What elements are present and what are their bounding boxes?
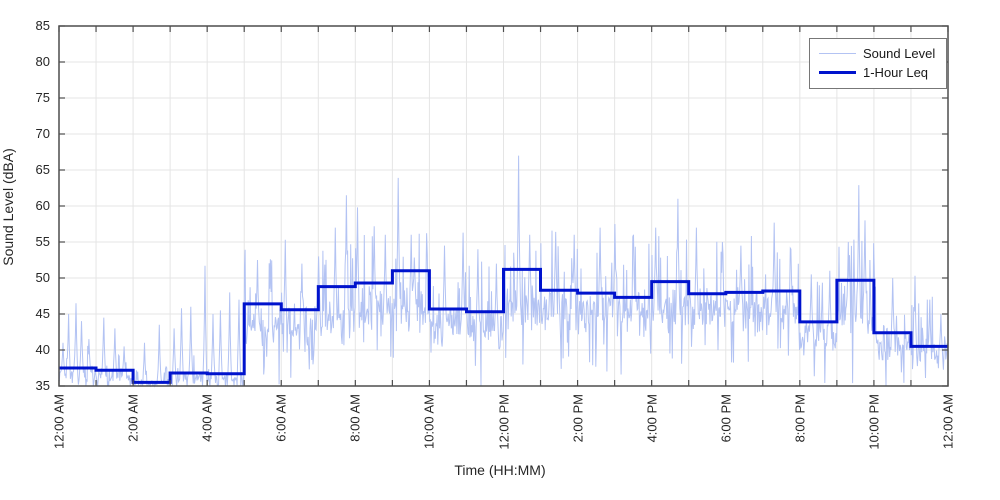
sound-level-series — [58, 155, 949, 388]
x-tick-label: 12:00 AM — [940, 394, 956, 449]
sound-level-line-swatch — [819, 52, 856, 55]
leq-series — [59, 267, 948, 384]
y-tick-label: 35 — [35, 378, 50, 393]
x-tick-label: 2:00 AM — [125, 394, 141, 442]
x-tick-label: 8:00 AM — [347, 394, 363, 442]
leq-line-swatch — [819, 70, 856, 75]
y-axis-title: Sound Level (dBA) — [0, 148, 16, 266]
y-tick-label: 50 — [35, 270, 50, 285]
legend-label-leq: 1-Hour Leq — [863, 65, 929, 80]
x-tick-label: 12:00 AM — [51, 394, 67, 449]
y-tick-label: 80 — [35, 54, 50, 69]
x-tick-label: 10:00 PM — [866, 394, 882, 450]
x-tick-label: 12:00 PM — [496, 394, 511, 450]
y-tick-label: 45 — [35, 306, 50, 321]
y-tick-label: 55 — [35, 234, 50, 249]
y-tick-label: 70 — [35, 126, 50, 141]
x-axis-title: Time (HH:MM) — [454, 462, 546, 478]
y-tick-label: 40 — [35, 342, 50, 357]
legend-item-leq: 1-Hour Leq — [810, 63, 946, 82]
x-tick-label: 2:00 PM — [570, 394, 586, 443]
x-tick-label: 6:00 AM — [273, 394, 289, 442]
y-tick-label: 85 — [35, 18, 50, 33]
y-tick-label: 65 — [35, 162, 50, 177]
x-tick-label: 8:00 PM — [792, 394, 808, 443]
x-tick-label: 10:00 AM — [421, 394, 437, 449]
y-tick-label: 60 — [35, 198, 50, 213]
legend: Sound Level 1-Hour Leq — [809, 38, 947, 89]
x-tick-label: 6:00 PM — [718, 394, 734, 443]
x-tick-label: 4:00 AM — [199, 394, 215, 442]
x-tick-label: 4:00 PM — [644, 394, 660, 443]
legend-label-sound-level: Sound Level — [863, 46, 936, 61]
y-tick-label: 75 — [35, 90, 50, 105]
legend-item-sound-level: Sound Level — [810, 44, 946, 63]
